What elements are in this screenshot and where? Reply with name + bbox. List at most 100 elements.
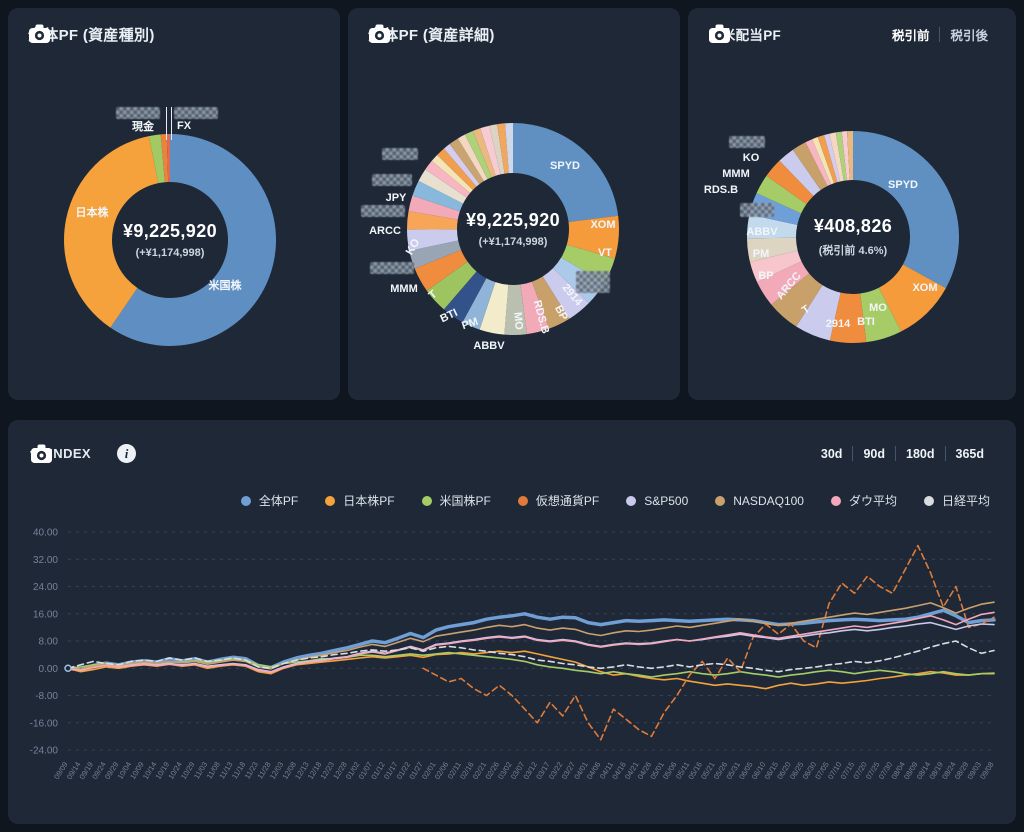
donut-slice-ABBV[interactable] [479,282,509,335]
donut-slice-unlabeled[interactable] [431,154,473,194]
donut-slice-unlabeled[interactable] [166,133,170,183]
legend-item-仮想通貨PF[interactable]: 仮想通貨PF [517,492,600,509]
donut-slice-unlabeled[interactable] [505,123,513,174]
legend-item-日本株PF[interactable]: 日本株PF [325,492,395,509]
camera-icon-glyph [709,24,730,43]
donut-slice-RDS.B[interactable] [520,281,549,335]
donut-slice-現金[interactable] [148,134,165,184]
donut-slice-unlabeled[interactable] [835,131,847,181]
donut-slice-unlabeled[interactable] [437,148,477,190]
donut-slice-ARCC[interactable] [757,261,810,305]
donut-slice-T[interactable] [771,273,823,327]
donut-slice-FX[interactable] [160,134,169,183]
donut-slice-米国株[interactable] [110,134,277,347]
donut-slice-BP[interactable] [531,276,570,329]
info-icon[interactable]: i [117,444,137,463]
range-365d[interactable]: 365d [955,446,985,461]
posttax-toggle[interactable]: 税引後 [950,28,988,43]
donut-slice-unlabeled[interactable] [425,160,471,198]
toggle-divider [939,26,941,42]
donut-slice-PM[interactable] [747,237,798,263]
series-line-米国株PF[interactable] [67,651,995,678]
donut-slice-unlabeled[interactable] [489,124,505,175]
donut-slice-SPYD[interactable] [513,123,619,222]
range-divider [895,446,896,461]
donut-slice-unlabeled[interactable] [824,133,841,183]
series-line-ダウ平均[interactable] [67,611,995,674]
pretax-toggle[interactable]: 税引前 [891,28,930,43]
card-dividend-pf: 日米配当PF 税引前 税引後 SPYD XOM MO BTI 2914 T ARCC BP PM… [688,8,1016,400]
legend-dot [517,495,528,506]
total-value: ¥9,225,920 [122,221,218,241]
donut-slice-BTI[interactable] [443,271,487,323]
censored-label [372,174,412,186]
donut-slice-ABBV[interactable] [747,214,798,239]
series-line-日経平均[interactable] [67,640,995,673]
donut-slice-RDS.B[interactable] [756,175,807,214]
range-90d[interactable]: 90d [863,446,885,461]
legend-item-S&P500[interactable]: S&P500 [626,494,688,508]
donut-slice-unlabeled[interactable] [472,128,496,178]
donut-slice-BP[interactable] [750,250,802,283]
legend-dot [626,495,637,506]
legend-item-NASDAQ100[interactable]: NASDAQ100 [715,494,804,508]
censored-label [382,148,418,160]
donut-slice-unlabeled[interactable] [443,144,480,187]
donut-slice-ARCC[interactable] [406,211,458,230]
donut-slice-unlabeled[interactable] [408,195,460,220]
donut-slice-unlabeled[interactable] [497,123,509,174]
donut-slice-unlabeled[interactable] [449,138,484,185]
donut-slice-unlabeled[interactable] [409,240,462,269]
donut-slice-JPY[interactable] [412,180,464,212]
donut-slice-unlabeled[interactable] [847,131,853,181]
donut-slice-日本株[interactable] [64,136,159,328]
donut-slice-XOM[interactable] [566,215,619,259]
donut-slice-MMM[interactable] [766,160,814,205]
camera-icon-glyph [31,444,52,463]
svg-text:32.00: 32.00 [33,555,58,566]
donut-slice-MO[interactable] [504,284,527,336]
donut-slice-unlabeled[interactable] [792,142,828,191]
donut-slice-unlabeled[interactable] [812,137,835,185]
donut-slice-MMM[interactable] [414,249,468,291]
donut-slice-2914[interactable] [542,268,589,319]
donut-slice-SPYD[interactable] [853,131,960,289]
donut-callout-BTI: BTI [857,316,875,328]
donut-slice-unlabeled[interactable] [457,134,488,182]
series-line-NASDAQ100[interactable] [67,601,995,671]
donut-slice-MO[interactable] [860,287,902,343]
donut-callout-VT: VT [597,247,613,259]
card-title: 全体PF (資産種別) [28,27,155,44]
donut-slice-unlabeled[interactable] [805,139,832,187]
series-line-日本株PF[interactable] [67,650,995,690]
donut-slice-2914[interactable] [796,285,841,341]
legend-label: 仮想通貨PF [535,494,600,508]
donut-slice-BTI[interactable] [829,292,867,343]
legend-item-ダウ平均[interactable]: ダウ平均 [830,492,897,509]
range-180d[interactable]: 180d [906,446,935,461]
donut-slice-PM[interactable] [462,278,496,330]
donut-slice-KO[interactable] [779,149,821,196]
legend-item-日経平均[interactable]: 日経平均 [923,492,990,509]
donut-callout-SPYD: SPYD [888,179,918,191]
gridlines [68,531,994,751]
donut-slice-unlabeled[interactable] [480,125,501,176]
y-axis-labels: 40.00 32.00 24.00 16.00 8.00 0.00 -8.00 -16.00 -… [30,528,59,757]
donut-callout-FX: FX [176,120,192,132]
range-30d[interactable]: 30d [820,446,843,461]
donut-slice-T[interactable] [426,261,477,310]
donut-slice-KO[interactable] [407,229,459,251]
donut-slice-unlabeled[interactable] [464,130,492,180]
donut-slice-unlabeled[interactable] [418,169,467,204]
donut-slice-XOM[interactable] [878,264,946,332]
donut-center-total: ¥408,826 (税引前 4.6%) [814,216,892,258]
donut-slice-unlabeled[interactable] [817,135,838,184]
series-line-全体PF[interactable] [66,608,996,672]
donut-callout-米国株: 米国株 [208,280,242,292]
series-line-仮想通貨PF[interactable] [422,544,995,741]
legend-item-全体PF[interactable]: 全体PF [240,492,298,509]
donut-slice-unlabeled[interactable] [841,131,850,181]
legend-item-米国株PF[interactable]: 米国株PF [421,492,491,509]
donut-slice-unlabeled[interactable] [829,132,844,182]
